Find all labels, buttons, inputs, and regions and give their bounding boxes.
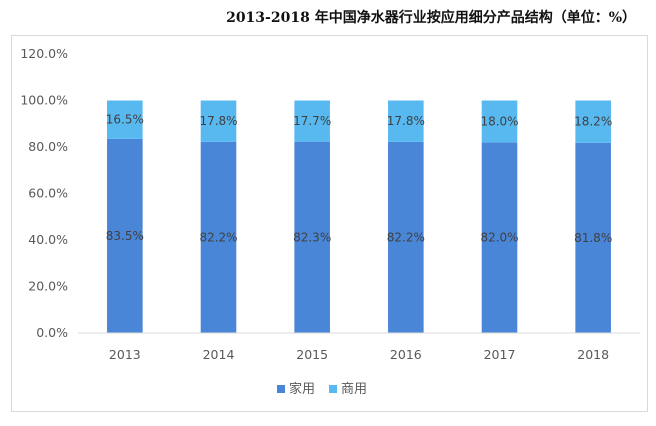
data-label: 18.2% <box>574 115 612 129</box>
bar-segment-household <box>200 141 237 333</box>
bar-segment-commercial <box>481 100 518 143</box>
chart-title: 2013-2018 年中国净水器行业按应用细分产品结构（单位：%） <box>226 10 636 26</box>
data-label: 82.2% <box>387 230 425 244</box>
y-tick-label: 100.0% <box>20 93 68 108</box>
x-tick-label: 2017 <box>484 347 516 362</box>
bar-segment-commercial <box>107 100 143 139</box>
data-label: 17.7% <box>293 114 331 128</box>
bar-segment-household <box>294 141 330 333</box>
bar-segment-household <box>107 138 143 333</box>
data-label: 82.2% <box>199 230 237 244</box>
data-label: 17.8% <box>199 114 237 128</box>
data-label: 83.5% <box>106 229 144 243</box>
y-axis: 0.0% 20.0% 40.0% 60.0% 80.0% 100.0% 120.0% <box>20 46 68 340</box>
y-tick-label: 120.0% <box>20 46 68 61</box>
x-tick-label: 2018 <box>577 347 609 362</box>
x-tick-label: 2015 <box>296 347 328 362</box>
bar-segment-commercial <box>200 100 237 142</box>
y-tick-label: 20.0% <box>28 279 68 294</box>
data-label: 82.0% <box>480 231 518 245</box>
chart-frame <box>11 35 648 412</box>
legend: 家用 商用 <box>277 381 367 397</box>
x-tick-label: 2016 <box>390 347 422 362</box>
legend-label: 家用 <box>289 381 315 397</box>
y-tick-label: 0.0% <box>36 325 68 340</box>
data-label: 18.0% <box>480 114 518 128</box>
y-tick-label: 60.0% <box>28 186 68 201</box>
bars: 83.5% 16.5% 82.2% 17.8% 82.3% 17.7% 82.2% 17.8%… <box>106 100 612 333</box>
bar-segment-commercial <box>294 100 330 142</box>
y-tick-label: 40.0% <box>28 232 68 247</box>
data-label: 16.5% <box>106 113 144 127</box>
bar-segment-commercial <box>388 100 424 142</box>
legend-swatch <box>329 385 337 393</box>
x-axis: 2013 2014 2015 2016 2017 2018 <box>78 332 640 362</box>
bar-segment-household <box>388 141 424 333</box>
legend-label: 商用 <box>341 382 367 397</box>
data-label: 81.8% <box>574 231 612 245</box>
bar-segment-commercial <box>575 100 611 143</box>
y-tick-label: 80.0% <box>28 139 68 154</box>
bar-segment-household <box>481 142 518 333</box>
x-tick-label: 2014 <box>203 347 235 362</box>
data-label: 17.8% <box>387 114 425 128</box>
bar-segment-household <box>575 142 611 333</box>
x-tick-label: 2013 <box>109 347 141 362</box>
data-label: 82.3% <box>293 230 331 244</box>
legend-swatch <box>277 385 285 393</box>
